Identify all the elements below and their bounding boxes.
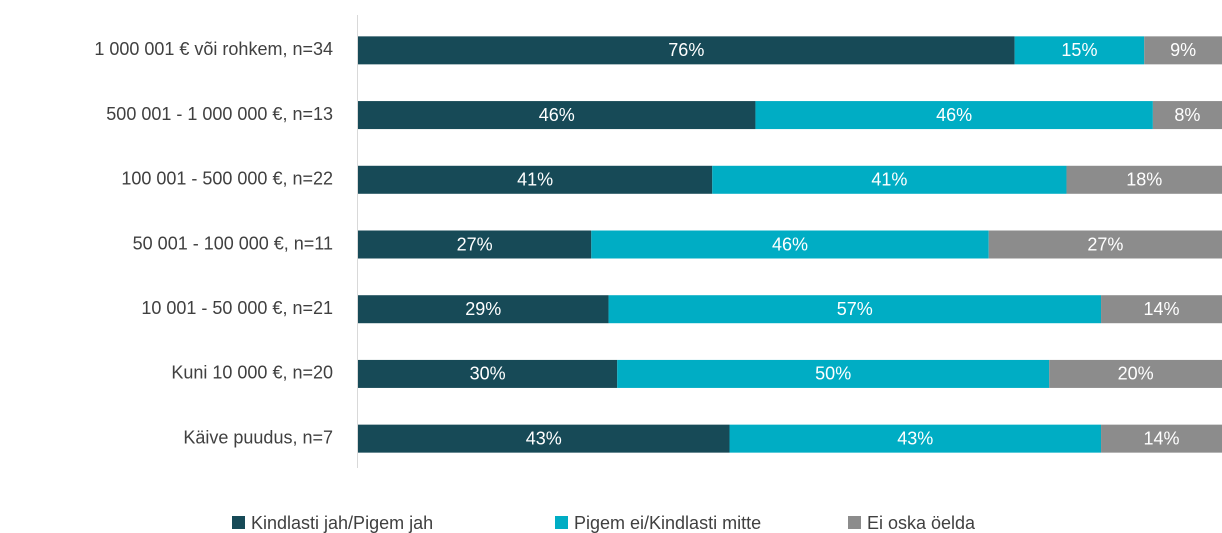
bar-segment [1101,295,1222,324]
y-tick-label: 10 001 - 50 000 €, n=21 [141,298,333,318]
value-label: 46% [539,105,575,125]
y-tick-label: 100 001 - 500 000 €, n=22 [121,169,333,189]
value-label: 76% [668,40,704,60]
bar-segment [358,230,592,259]
bar-segment [358,101,756,130]
bar-segment [591,230,989,259]
value-label: 50% [815,364,851,384]
value-label: 14% [1144,428,1180,448]
bar-segment [617,359,1050,388]
y-tick-label: 50 001 - 100 000 €, n=11 [133,233,333,253]
bar-segment [729,424,1102,453]
bar-segment [1049,359,1222,388]
value-label: 14% [1144,299,1180,319]
bar-segment [1152,101,1222,130]
bar-segment [712,165,1067,194]
value-label: 9% [1170,40,1196,60]
value-label: 46% [772,234,808,254]
legend-label: Kindlasti jah/Pigem jah [251,513,433,533]
bar-segment [358,295,609,324]
bar-segment [1014,36,1145,65]
value-label: 8% [1174,105,1200,125]
value-label: 15% [1061,40,1097,60]
legend-label: Pigem ei/Kindlasti mitte [574,513,761,533]
y-tick-label: 1 000 001 € või rohkem, n=34 [94,39,333,59]
value-label: 46% [936,105,972,125]
bar-segment [358,424,730,453]
value-label: 57% [837,299,873,319]
value-label: 30% [470,364,506,384]
y-tick-label: Kuni 10 000 €, n=20 [171,363,333,383]
legend-swatch [848,516,861,529]
legend-swatch [232,516,245,529]
bar-segment [1066,165,1222,194]
bar-segment [1101,424,1222,453]
legend-swatch [555,516,568,529]
bar-segment [358,36,1015,65]
y-tick-label: Käive puudus, n=7 [183,427,333,447]
bar-segment [358,165,713,194]
bar-segment [358,359,618,388]
bar-segment [608,295,1102,324]
value-label: 43% [897,428,933,448]
legend-label: Ei oska öelda [867,513,976,533]
bar-segment [755,101,1153,130]
bar-segment [988,230,1222,259]
value-label: 18% [1126,170,1162,190]
value-label: 27% [1087,234,1123,254]
value-label: 43% [526,428,562,448]
value-label: 20% [1118,364,1154,384]
value-label: 29% [465,299,501,319]
value-label: 41% [871,170,907,190]
value-label: 27% [457,234,493,254]
bar-segment [1144,36,1222,65]
value-label: 41% [517,170,553,190]
y-tick-label: 500 001 - 1 000 000 €, n=13 [106,104,333,124]
